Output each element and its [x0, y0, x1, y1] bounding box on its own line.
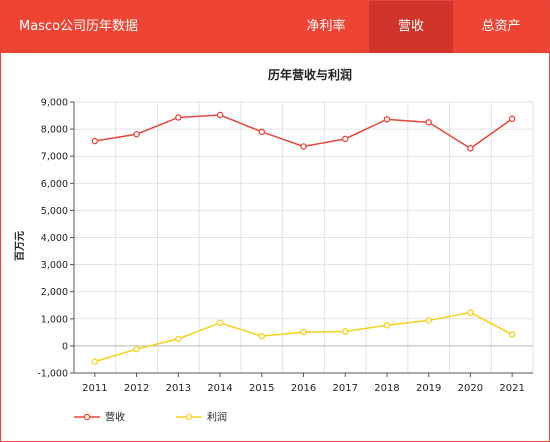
data-point	[258, 332, 266, 340]
y-tick-label: 7,000	[41, 152, 68, 163]
data-point	[508, 331, 516, 338]
data-point	[91, 137, 99, 145]
data-point	[133, 345, 140, 353]
x-tick-label: 2018	[374, 383, 399, 394]
y-tick-label: -1,000	[37, 369, 68, 380]
tab-revenue[interactable]: 营收	[369, 1, 453, 53]
data-point	[133, 130, 140, 138]
tab-total-assets[interactable]: 总资产	[481, 19, 521, 34]
x-tick-label: 2011	[82, 383, 107, 394]
y-tick-label: 4,000	[41, 233, 68, 244]
data-point	[508, 115, 516, 123]
data-point	[216, 111, 224, 119]
app-title: Masco公司历年数据	[19, 19, 139, 34]
legend-label: 营收	[105, 411, 125, 424]
y-tick-label: 0	[62, 341, 68, 352]
x-tick-label: 2015	[249, 383, 274, 394]
legend-marker	[185, 413, 193, 421]
axes: -1,000 0 1,000 2,000 3,000 4,000 5,000 6,000 7,0…	[37, 98, 533, 394]
x-tick-label: 2013	[166, 383, 191, 394]
y-tick-label: 9,000	[41, 98, 68, 109]
legend-label: 利润	[207, 411, 227, 424]
data-point	[383, 322, 391, 329]
x-tick-label: 2014	[207, 383, 232, 394]
legend-item-profit[interactable]: 利润	[176, 411, 227, 424]
x-tick-label: 2012	[124, 383, 149, 394]
data-point	[425, 317, 432, 324]
y-tick-label: 2,000	[41, 287, 68, 298]
series-profit	[91, 309, 516, 365]
data-point	[300, 143, 307, 150]
revenue-profit-chart: 历年营收与利润 百万元 -1,000 0 1,000 2,000 3,000 4,000 5…	[14, 67, 534, 424]
data-point	[91, 358, 99, 365]
series-revenue	[91, 111, 516, 152]
data-point	[467, 145, 474, 152]
x-tick-label: 2019	[416, 383, 441, 394]
data-point	[425, 119, 432, 126]
legend: 营收 利润	[74, 411, 227, 424]
data-point	[216, 319, 224, 327]
data-point	[341, 328, 349, 335]
y-tick-label: 1,000	[41, 314, 68, 325]
data-point	[258, 128, 266, 136]
x-tick-label: 2021	[499, 383, 524, 394]
data-point	[467, 309, 474, 316]
header-bar: Masco公司历年数据 净利率 营收 总资产	[1, 1, 549, 53]
x-tick-label: 2016	[291, 383, 316, 394]
data-point	[383, 116, 391, 123]
legend-item-revenue[interactable]: 营收	[74, 411, 125, 424]
series	[91, 111, 516, 365]
tab-net-margin[interactable]: 净利率	[306, 19, 346, 34]
y-tick-label: 3,000	[41, 260, 68, 271]
y-tick-label: 8,000	[41, 125, 68, 136]
x-tick-label: 2017	[333, 383, 358, 394]
chart-title: 历年营收与利润	[268, 67, 352, 82]
legend-marker	[83, 413, 91, 421]
data-point	[175, 335, 182, 343]
data-point	[300, 328, 307, 336]
y-tick-label: 6,000	[41, 179, 68, 190]
data-point	[175, 114, 182, 121]
y-tick-label: 5,000	[41, 206, 68, 217]
y-axis-label: 百万元	[14, 231, 26, 261]
x-tick-label: 2020	[458, 383, 483, 394]
data-point	[341, 135, 349, 143]
